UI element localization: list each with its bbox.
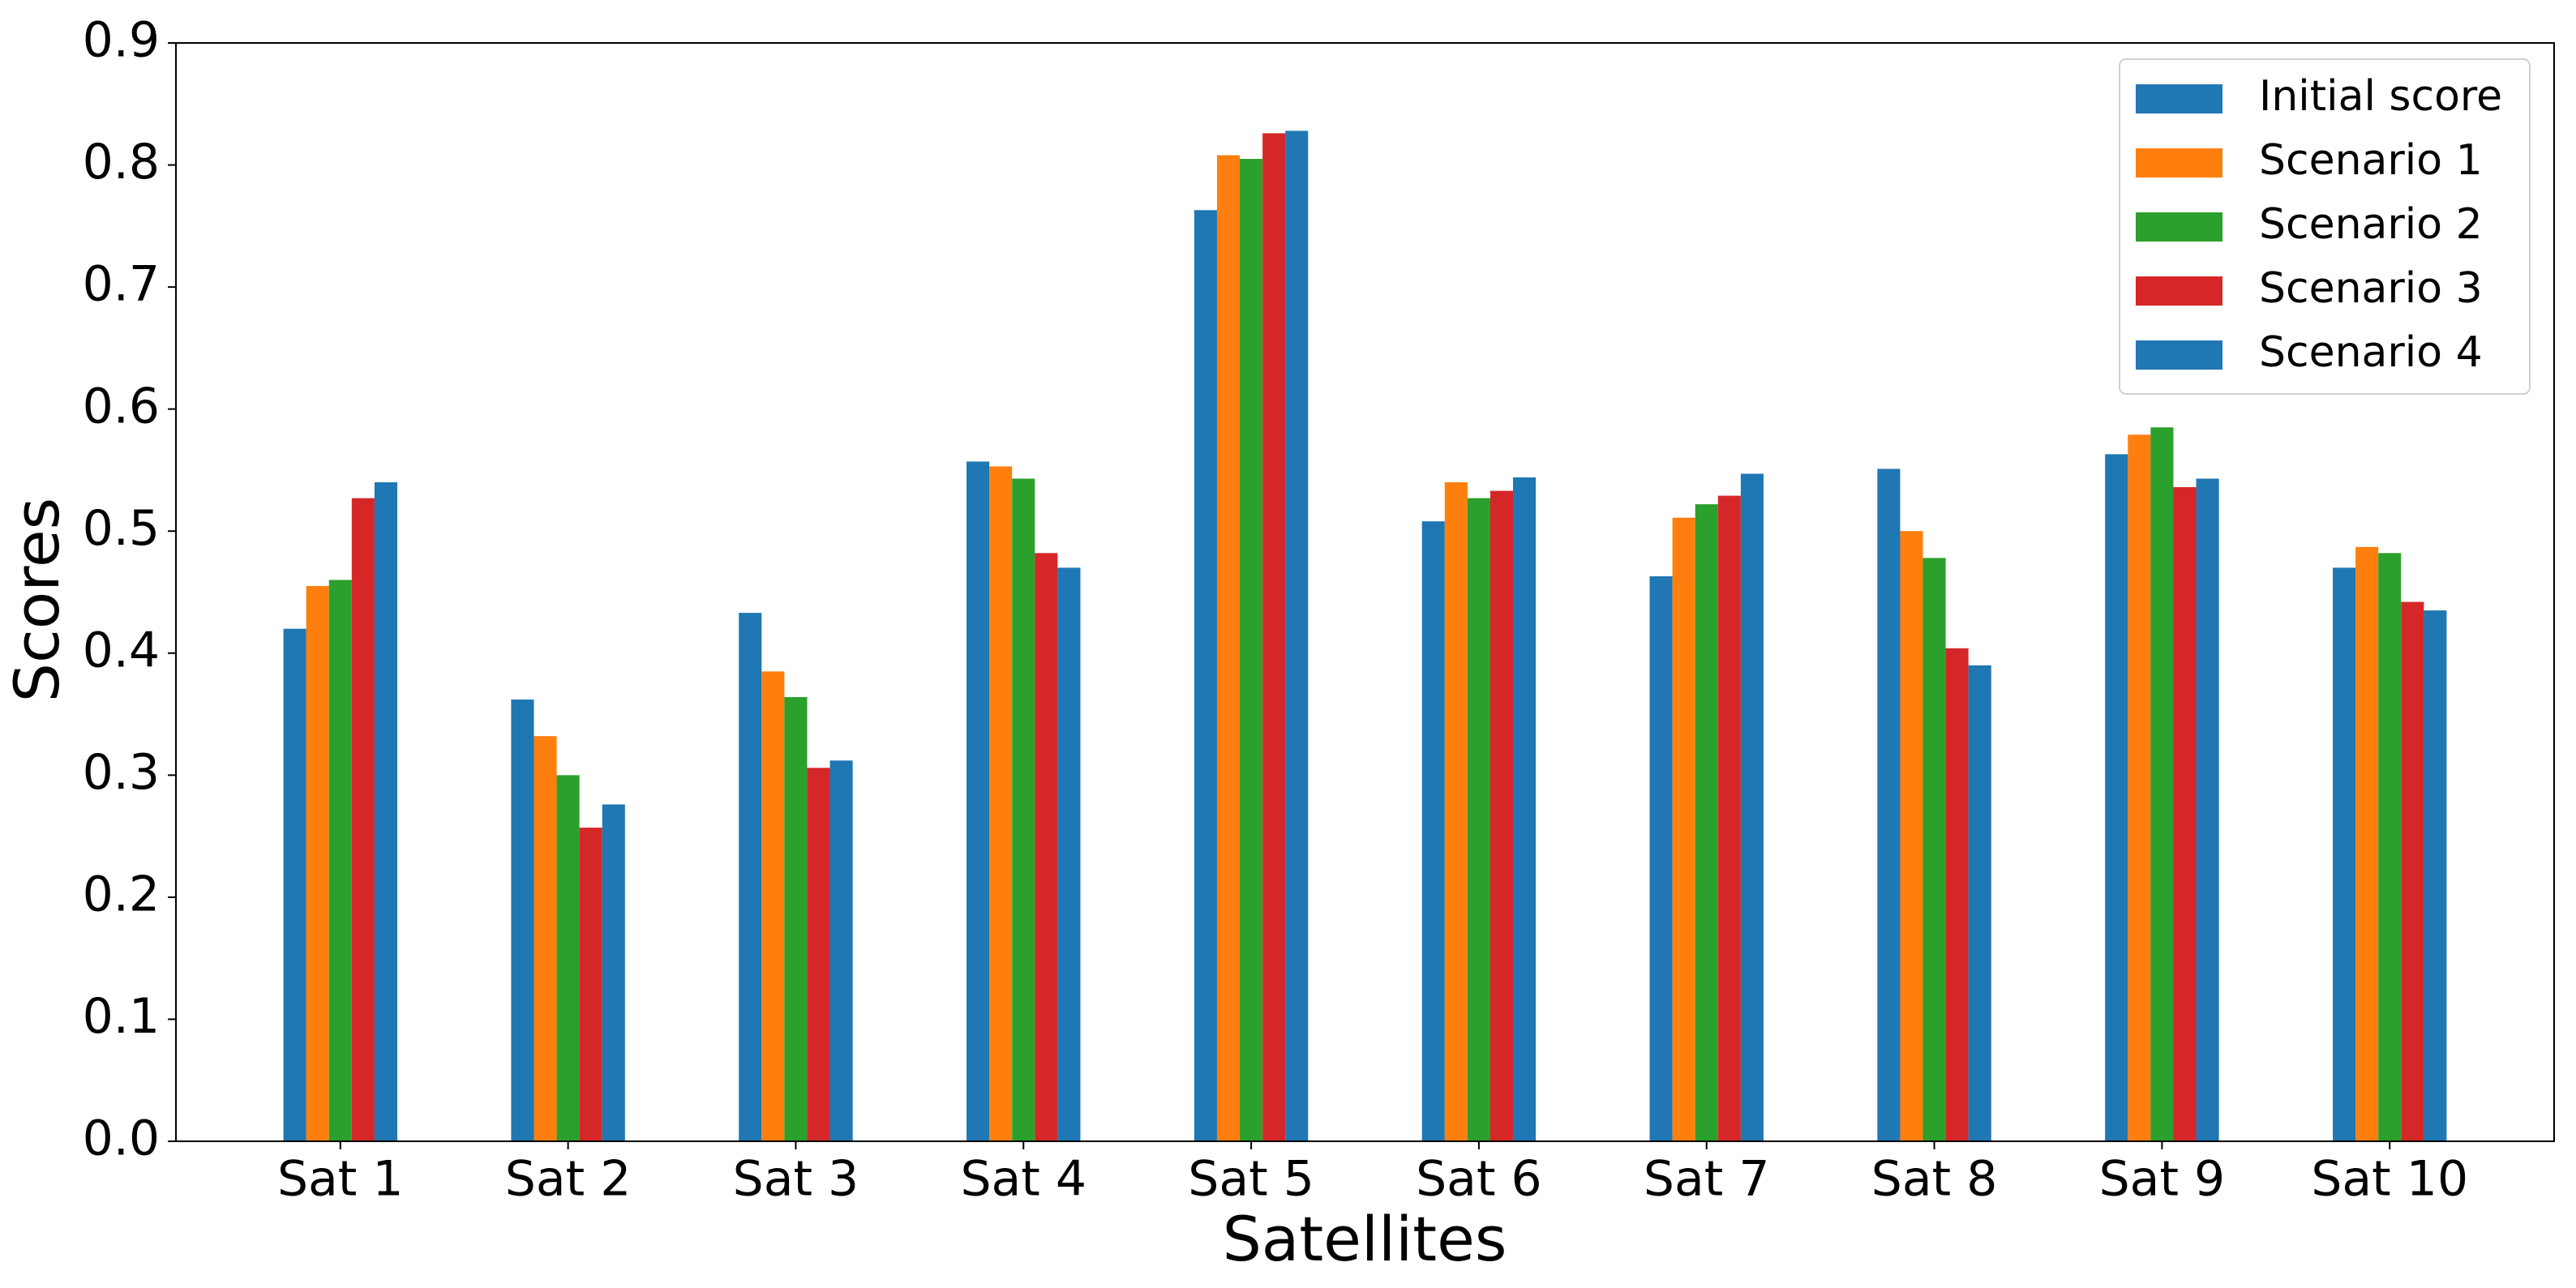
bar: [2105, 454, 2128, 1141]
bar: [739, 613, 762, 1141]
x-tick-label: Sat 6: [1416, 1151, 1542, 1208]
bar: [351, 498, 375, 1141]
y-tick-label: 0.3: [83, 744, 160, 801]
bar: [807, 768, 830, 1141]
bar: [1216, 155, 1241, 1141]
x-tick-label: Sat 7: [1644, 1151, 1770, 1208]
y-tick-label: 0.1: [83, 988, 160, 1045]
bar: [579, 828, 602, 1141]
bar: [1489, 490, 1514, 1141]
legend-swatch: [2136, 340, 2222, 370]
bar: [2424, 610, 2447, 1141]
y-tick-label: 0.0: [83, 1110, 160, 1167]
y-axis-label: Scores: [1, 498, 73, 702]
x-tick-label: Sat 9: [2099, 1151, 2226, 1208]
bar: [556, 775, 580, 1141]
bar: [1444, 482, 1468, 1141]
bar: [2128, 434, 2151, 1141]
y-tick-label: 0.6: [83, 378, 160, 434]
plot-frame: [175, 42, 2555, 1142]
bar: [374, 482, 397, 1141]
bar: [2355, 546, 2379, 1141]
bar: [1717, 495, 1741, 1141]
bar: [2378, 553, 2402, 1141]
bar: [1194, 210, 1217, 1141]
legend-swatch: [2136, 84, 2222, 113]
x-tick-label: Sat 4: [960, 1151, 1087, 1208]
bar: [1467, 498, 1490, 1141]
bar: [761, 671, 785, 1141]
x-tick-label: Sat 2: [505, 1151, 632, 1208]
bar: [328, 580, 352, 1141]
bar: [1262, 133, 1286, 1141]
y-tick-label: 0.9: [83, 12, 160, 69]
x-axis-label: Satellites: [1223, 1203, 1507, 1275]
bar: [1035, 553, 1058, 1141]
bar: [1672, 517, 1695, 1141]
x-tick-label: Sat 8: [1871, 1151, 1998, 1208]
bar: [1922, 558, 1946, 1141]
legend-box: [2119, 58, 2531, 395]
bar: [2150, 427, 2174, 1141]
y-tick-label: 0.7: [83, 256, 160, 313]
bar: [306, 585, 329, 1141]
legend-label: Scenario 4: [2259, 328, 2483, 377]
bar: [1968, 665, 1991, 1141]
legend-label: Scenario 2: [2259, 200, 2483, 249]
legend-swatch: [2136, 276, 2222, 306]
bar: [967, 461, 990, 1141]
bar: [2333, 567, 2356, 1141]
bar: [1012, 478, 1035, 1141]
legend-label: Scenario 1: [2259, 136, 2483, 185]
x-tick-label: Sat 1: [277, 1151, 404, 1208]
x-tick-label: Sat 5: [1188, 1151, 1314, 1208]
bar: [1057, 567, 1081, 1141]
y-tick-label: 0.2: [83, 866, 160, 922]
legend-label: Initial score: [2259, 72, 2502, 121]
y-tick-label: 0.5: [83, 500, 160, 557]
bar: [1695, 504, 1718, 1141]
x-tick-label: Sat 3: [733, 1151, 859, 1208]
bar: [2196, 478, 2219, 1141]
legend-swatch: [2136, 148, 2222, 178]
legend-swatch: [2136, 212, 2222, 242]
bar: [534, 736, 557, 1141]
bar: [2401, 601, 2424, 1141]
bar: [511, 699, 534, 1141]
bar: [1513, 477, 1537, 1141]
bar: [1877, 469, 1901, 1141]
bar: [283, 628, 306, 1141]
bar: [602, 804, 625, 1141]
bar: [1285, 131, 1309, 1141]
y-tick-label: 0.4: [83, 622, 160, 678]
bar: [2173, 487, 2197, 1141]
legend-label: Scenario 3: [2259, 264, 2483, 313]
bar: [829, 760, 853, 1141]
bar: [989, 466, 1013, 1141]
x-tick-label: Sat 10: [2311, 1151, 2468, 1208]
bar: [1240, 159, 1263, 1141]
bar: [1740, 473, 1764, 1141]
bar: [784, 696, 808, 1141]
bar: [1421, 521, 1445, 1141]
y-tick-label: 0.8: [83, 134, 160, 190]
bar: [1649, 576, 1673, 1141]
bar: [1945, 648, 1969, 1141]
bar: [1900, 531, 1923, 1141]
